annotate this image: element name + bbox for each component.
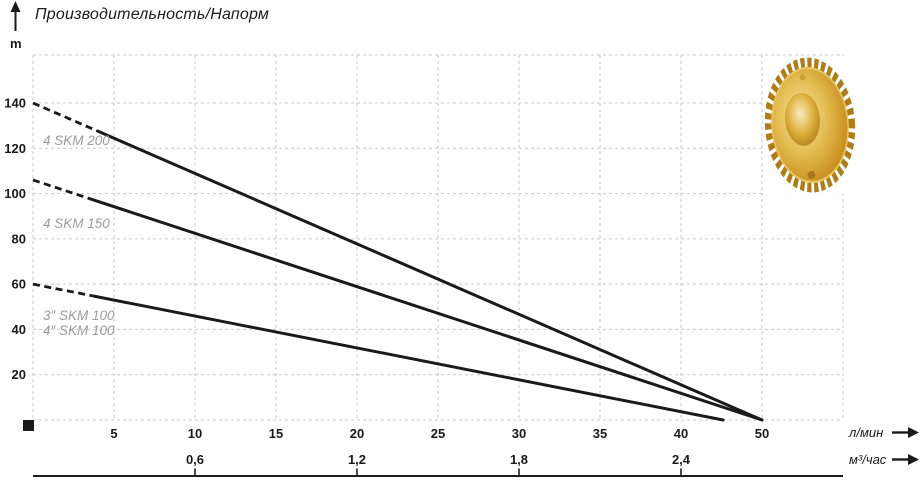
y-tick-label: 20 bbox=[12, 367, 26, 382]
x-tick-label-lmin: 10 bbox=[188, 426, 202, 441]
x-tick-label-lmin: 20 bbox=[350, 426, 364, 441]
x-tick-label-m3h: 0,6 bbox=[186, 452, 204, 467]
series-label: 4 SKM 200 bbox=[43, 133, 110, 148]
x-axis-primary-unit-label: л/мин bbox=[848, 425, 883, 440]
x-axis-secondary-unit-label: м³/час bbox=[849, 452, 887, 467]
series-label: 4″ SKM 100 bbox=[43, 323, 115, 338]
y-tick-label: 140 bbox=[4, 95, 26, 110]
origin-marker bbox=[23, 420, 34, 431]
series-line-solid-1 bbox=[88, 197, 764, 422]
series-label: 3″ SKM 100 bbox=[43, 308, 115, 323]
x-tick-label-m3h: 1,8 bbox=[510, 452, 528, 467]
x-tick-label-m3h: 2,4 bbox=[672, 452, 691, 467]
x-tick-label-lmin: 40 bbox=[674, 426, 688, 441]
y-tick-label: 80 bbox=[12, 231, 26, 246]
y-tick-label: 60 bbox=[12, 277, 26, 292]
y-axis-unit-label: m bbox=[10, 36, 22, 51]
y-tick-label: 100 bbox=[4, 186, 26, 201]
x-tick-label-lmin: 5 bbox=[110, 426, 117, 441]
x-tick-label-m3h: 1,2 bbox=[348, 452, 366, 467]
right-arrow-icon bbox=[908, 427, 919, 438]
y-tick-label: 40 bbox=[12, 322, 26, 337]
x-tick-label-lmin: 15 bbox=[269, 426, 283, 441]
right-arrow-icon bbox=[908, 454, 919, 465]
series-line-dashed-1 bbox=[32, 178, 91, 200]
series-line-solid-2 bbox=[93, 294, 725, 422]
chart-title: Производительность/Напорм bbox=[35, 6, 270, 23]
x-tick-label-lmin: 25 bbox=[431, 426, 445, 441]
series-line-solid-0 bbox=[96, 129, 764, 422]
impeller-image bbox=[763, 56, 857, 194]
x-tick-label-lmin: 30 bbox=[512, 426, 526, 441]
series-label: 4 SKM 150 bbox=[43, 216, 110, 231]
x-tick-label-lmin: 35 bbox=[593, 426, 607, 441]
series-line-dashed-2 bbox=[32, 282, 95, 298]
y-axis-arrow-icon bbox=[10, 1, 21, 31]
x-tick-label-lmin: 50 bbox=[755, 426, 769, 441]
series-line-dashed-0 bbox=[32, 101, 99, 133]
y-tick-label: 120 bbox=[4, 141, 26, 156]
